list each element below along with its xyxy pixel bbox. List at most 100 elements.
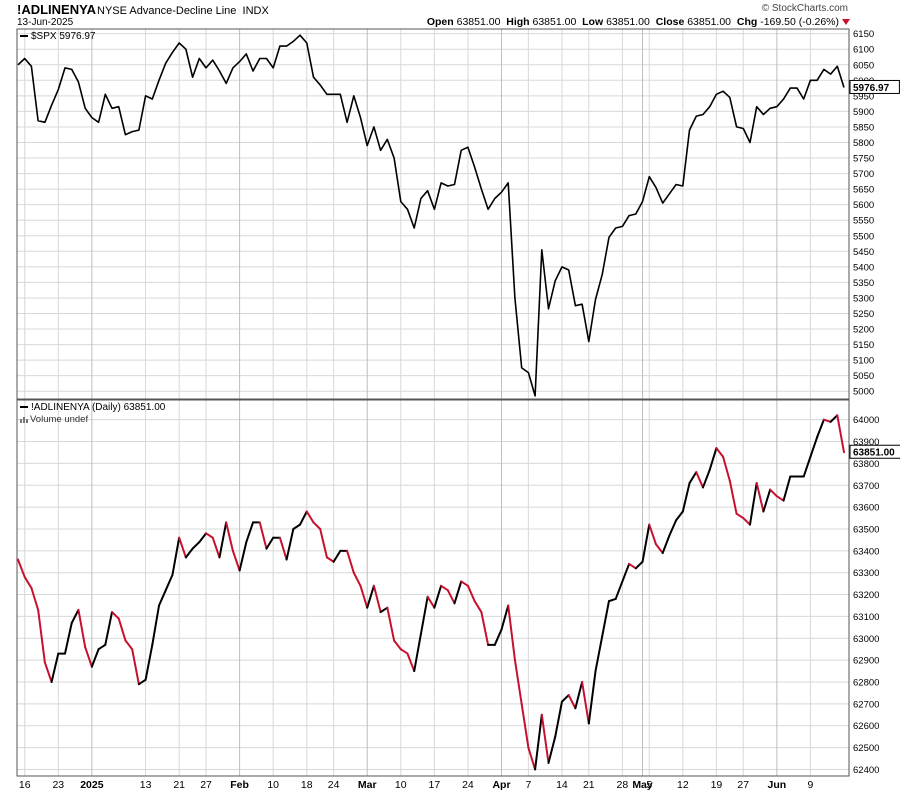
y-tick-label: 63400 <box>853 546 879 557</box>
adline-segment <box>17 558 26 579</box>
x-tick-label: 21 <box>173 779 185 791</box>
adline-segment <box>393 639 402 651</box>
adline-segment <box>560 694 570 703</box>
y-tick-label: 62500 <box>853 743 879 754</box>
y-tick-label: 5600 <box>853 200 874 211</box>
y-tick-label: 5500 <box>853 231 874 242</box>
adline-segment <box>37 608 46 664</box>
adline-segment <box>23 576 33 589</box>
y-tick-label: 5200 <box>853 325 874 336</box>
adline-segment <box>775 495 785 502</box>
y-tick-label: 5800 <box>853 138 874 149</box>
y-tick-label: 5900 <box>853 107 874 118</box>
stockcharts-brand[interactable]: © StockCharts.com <box>761 3 848 14</box>
x-tick-label: 12 <box>677 779 689 791</box>
adline-segment <box>574 681 584 710</box>
x-tick-label: 10 <box>395 779 407 791</box>
exchange-label: INDX <box>242 5 269 17</box>
adline-segment <box>433 584 443 609</box>
adline-segment <box>534 713 543 771</box>
x-tick-label: 28 <box>617 779 629 791</box>
adline-segment <box>554 700 563 738</box>
adline-segment <box>668 519 678 537</box>
adline-segment <box>634 560 644 570</box>
y-tick-label: 64000 <box>853 415 879 426</box>
adline-segment <box>715 447 725 458</box>
adline-segment <box>245 521 255 544</box>
x-tick-label: 19 <box>711 779 723 791</box>
adline-segment <box>238 541 248 572</box>
adline-segment <box>527 746 537 771</box>
y-tick-label: 5550 <box>853 216 874 227</box>
adline-segment <box>742 517 751 526</box>
y-tick-label: 5050 <box>853 371 874 382</box>
x-tick-label: Jun <box>768 779 787 791</box>
y-tick-label: 5950 <box>853 91 874 102</box>
adline-segment <box>372 584 382 614</box>
adline-segment <box>493 628 503 646</box>
adline-segment <box>97 643 107 651</box>
y-tick-label: 5850 <box>853 122 874 133</box>
y-tick-label: 62800 <box>853 678 879 689</box>
y-tick-label: 62900 <box>853 656 879 667</box>
adline-segment <box>708 447 718 471</box>
adline-segment <box>453 580 463 605</box>
adline-segment <box>285 527 295 561</box>
y-tick-label: 5300 <box>853 293 874 304</box>
y-tick-label: 5000 <box>853 387 874 398</box>
y-tick-label: 5250 <box>853 309 874 320</box>
adline-segment <box>654 543 664 555</box>
adline-segment <box>507 604 516 662</box>
volume-icon <box>23 417 25 423</box>
adline-segment <box>802 455 812 478</box>
adline-segment <box>399 648 409 655</box>
x-tick-label: 14 <box>556 779 568 791</box>
x-tick-label: 13 <box>140 779 152 791</box>
adline-segment <box>473 600 483 614</box>
adline-segment <box>191 541 201 550</box>
adline-segment <box>359 584 369 609</box>
y-tick-label: 5650 <box>853 185 874 196</box>
adline-segment <box>379 606 389 614</box>
x-tick-label: 2025 <box>80 779 104 791</box>
adline-segment <box>419 595 429 635</box>
x-tick-label: 24 <box>462 779 474 791</box>
adline-segment <box>164 573 174 592</box>
low-value: 63851.00 <box>606 16 650 28</box>
y-tick-label: 5400 <box>853 262 874 273</box>
x-tick-label: 16 <box>19 779 31 791</box>
x-tick-label: 18 <box>301 779 313 791</box>
adline-segment <box>124 639 134 651</box>
adline-segment <box>755 482 765 513</box>
adline-segment <box>386 606 396 642</box>
y-tick-label: 5350 <box>853 278 874 289</box>
adline-segment <box>540 713 550 764</box>
x-tick-label: Feb <box>230 779 249 791</box>
adline-segment <box>500 604 510 631</box>
adline-segment <box>728 479 738 515</box>
volume-icon <box>26 419 28 423</box>
adline-segment <box>581 681 590 725</box>
adline-segment <box>305 510 315 524</box>
adline-segment <box>70 608 80 624</box>
adline-segment <box>440 584 449 592</box>
x-tick-label: May <box>632 779 653 791</box>
last-value-tag <box>849 444 900 459</box>
adline-segment <box>621 562 631 583</box>
adline-segment <box>782 475 792 502</box>
x-tick-label: 21 <box>583 779 595 791</box>
adline-segment <box>352 571 362 587</box>
adline-segment <box>413 632 422 673</box>
chg-value: -169.50 (-0.26%) <box>760 16 839 28</box>
x-tick-label: 5 <box>646 779 652 791</box>
adline-segment <box>111 611 120 620</box>
adline-segment <box>816 418 825 439</box>
close-value: 63851.00 <box>687 16 732 28</box>
y-tick-label: 62600 <box>853 721 879 732</box>
y-tick-label: 6150 <box>853 29 874 40</box>
adline-segment <box>661 534 671 555</box>
x-axis: 16 23 2025 13 21 27 Feb 10 18 24 Mar 10 17 24 Apr 7 14 21… <box>19 779 814 791</box>
adline-segment <box>688 471 698 485</box>
legend-title: !ADLINENYA (Daily) 63851.00 <box>31 402 166 413</box>
